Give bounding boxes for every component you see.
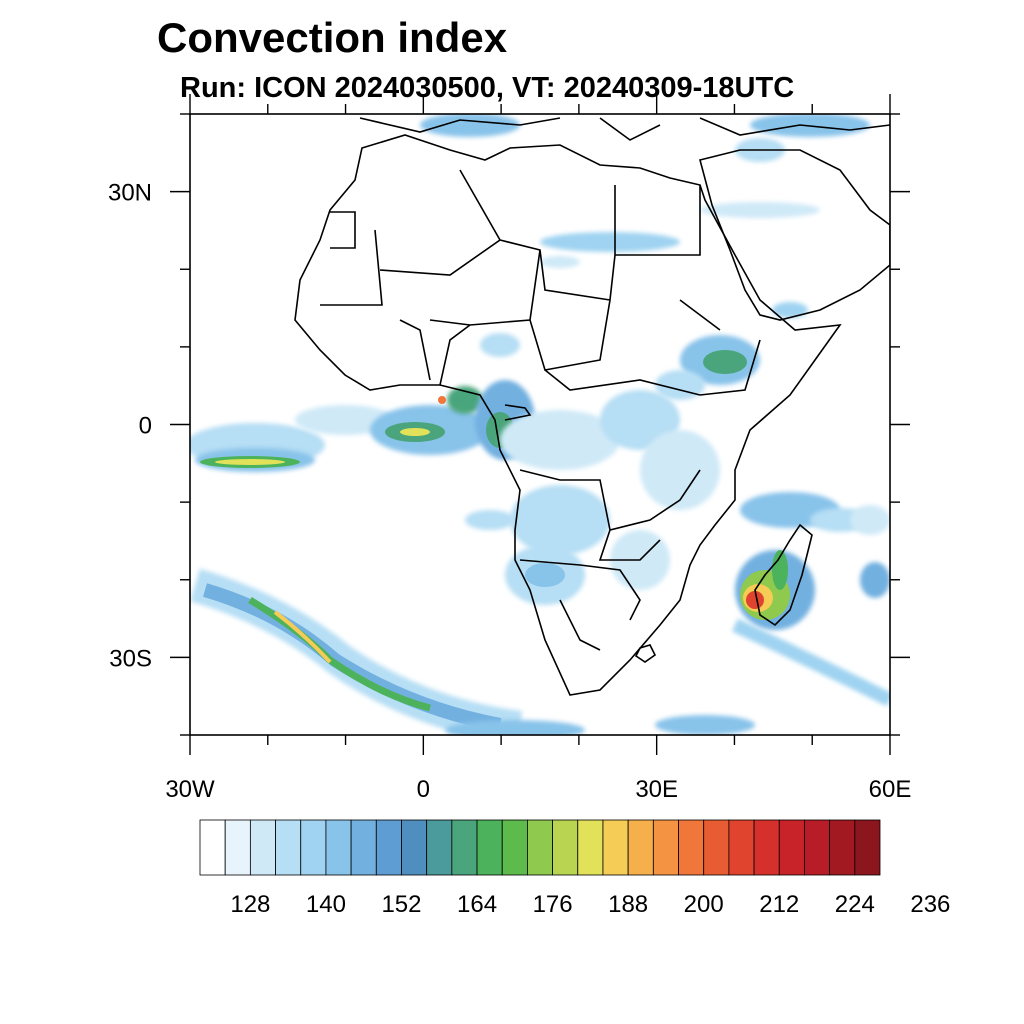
colorbar-swatch — [829, 819, 856, 876]
colorbar-swatch — [602, 819, 629, 876]
colorbar-tick-label: 200 — [684, 891, 724, 918]
colorbar-swatch — [300, 819, 327, 876]
colorbar-swatch — [224, 819, 251, 876]
colorbar-tick-label: 188 — [608, 891, 648, 918]
colorbar-swatch — [753, 819, 780, 876]
colorbar — [199, 819, 881, 876]
colorbar-swatch — [426, 819, 453, 876]
lat-tick-label: 30N — [108, 180, 152, 207]
lon-tick-label: 30E — [635, 776, 678, 803]
colorbar-swatch — [275, 819, 302, 876]
madagascar-outline — [754, 523, 813, 627]
colorbar-swatch — [501, 819, 528, 876]
lon-tick-label: 0 — [417, 776, 430, 803]
colorbar-swatch — [199, 819, 226, 876]
lesotho-outline — [634, 644, 657, 663]
colorbar-tick-label: 164 — [457, 891, 497, 918]
europe-coastline — [359, 117, 890, 141]
colorbar-tick-label: 128 — [230, 891, 270, 918]
colorbar-swatch — [627, 819, 654, 876]
lon-tick-label: 30W — [165, 776, 215, 803]
colorbar-swatch — [325, 819, 352, 876]
colorbar-swatch — [350, 819, 377, 876]
coastlines-and-borders — [294, 117, 890, 696]
colorbar-tick-label: 236 — [910, 891, 950, 918]
lat-tick-label: 0 — [139, 413, 152, 440]
convection-field — [190, 114, 890, 735]
colorbar-tick-label: 140 — [306, 891, 346, 918]
colorbar-tick-label: 176 — [533, 891, 573, 918]
colorbar-swatch — [778, 819, 805, 876]
colorbar-tick-label: 224 — [835, 891, 875, 918]
colorbar-swatch — [401, 819, 428, 876]
lat-tick-label: 30S — [109, 645, 152, 672]
colorbar-swatch — [527, 819, 553, 876]
colorbar-swatch — [476, 819, 503, 876]
colorbar-swatch — [728, 819, 755, 876]
latitude-axis: 30N 0 30S — [108, 113, 910, 736]
colorbar-swatch — [375, 819, 402, 876]
africa-coastline — [294, 134, 842, 696]
arabian-peninsula-outline — [699, 149, 890, 321]
colorbar-tick-label: 152 — [381, 891, 421, 918]
colorbar-tick-label: 212 — [759, 891, 799, 918]
longitude-axis: 30W 0 30E 60E — [165, 94, 911, 803]
lon-tick-label: 60E — [869, 776, 912, 803]
map-subtitle: Run: ICON 2024030500, VT: 20240309-18UTC — [180, 72, 795, 104]
colorbar-swatch — [854, 819, 881, 876]
colorbar-swatch — [652, 819, 679, 876]
colorbar-swatch — [804, 819, 831, 876]
country-borders — [320, 169, 761, 651]
colorbar-labels: 128 140 152 164 176 188 200 212 224 236 — [230, 891, 950, 918]
colorbar-swatch — [703, 819, 730, 876]
map-title: Convection index — [157, 14, 508, 61]
colorbar-swatch — [451, 819, 478, 876]
colorbar-swatch — [249, 819, 276, 876]
colorbar-swatch — [678, 819, 705, 876]
colorbar-swatch — [577, 819, 604, 876]
colorbar-swatch — [552, 819, 579, 876]
